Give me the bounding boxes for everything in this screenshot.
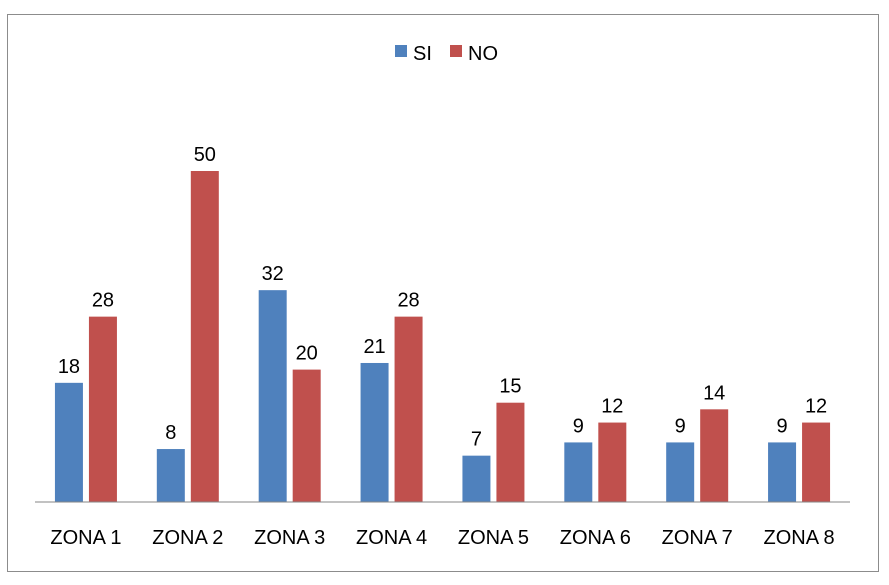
data-label-no-1: 28: [92, 290, 114, 312]
x-tick-labels: ZONA 1 ZONA 2 ZONA 3 ZONA 4 ZONA 5 ZONA 6 ZONA…: [50, 527, 834, 549]
data-label-no-2: 50: [194, 144, 216, 166]
x-tick-label-3: ZONA 3: [254, 527, 325, 549]
bar-si-5: [462, 455, 491, 502]
data-label-si-5: 7: [471, 429, 482, 451]
bar-no-6: [598, 422, 627, 502]
data-label-no-6: 12: [601, 396, 623, 418]
data-label-si-7: 9: [675, 415, 686, 437]
bar-si-4: [360, 362, 389, 502]
x-tick-label-2: ZONA 2: [152, 527, 223, 549]
data-label-si-3: 32: [262, 263, 284, 285]
data-label-no-7: 14: [703, 382, 725, 404]
bar-si-6: [564, 442, 593, 502]
chart-frame: [7, 14, 879, 572]
data-label-si-1: 18: [58, 356, 80, 378]
bar-no-8: [802, 422, 831, 502]
legend-label-si: SI: [413, 43, 432, 65]
bar-no-2: [190, 171, 219, 502]
bar-no-7: [700, 409, 729, 502]
bar-si-3: [258, 290, 287, 502]
bar-no-3: [292, 369, 321, 502]
bars: [54, 171, 831, 502]
legend-label-no: NO: [468, 43, 498, 65]
data-label-si-4: 21: [363, 336, 385, 358]
x-tick-label-4: ZONA 4: [356, 527, 427, 549]
x-tick-label-8: ZONA 8: [763, 527, 834, 549]
x-tick-label-5: ZONA 5: [458, 527, 529, 549]
x-tick-label-6: ZONA 6: [560, 527, 631, 549]
data-label-no-8: 12: [805, 396, 827, 418]
bar-no-1: [88, 316, 117, 502]
data-label-no-3: 20: [296, 343, 318, 365]
bar-si-1: [54, 382, 83, 502]
legend-swatch-no: [450, 45, 462, 57]
x-tick-label-7: ZONA 7: [662, 527, 733, 549]
bar-si-7: [666, 442, 695, 502]
data-label-no-5: 15: [499, 376, 521, 398]
data-labels: 18 28 8 50 32 20 21 28 7 15 9 12 9 14 9 12: [58, 144, 827, 451]
data-label-no-4: 28: [397, 290, 419, 312]
bar-no-5: [496, 402, 525, 502]
legend: SI NO: [395, 43, 498, 65]
data-label-si-2: 8: [165, 422, 176, 444]
legend-swatch-si: [395, 45, 407, 57]
x-tick-label-1: ZONA 1: [50, 527, 121, 549]
bar-si-2: [156, 449, 185, 502]
data-label-si-8: 9: [777, 415, 788, 437]
bar-no-4: [394, 316, 423, 502]
data-label-si-6: 9: [573, 415, 584, 437]
bar-si-8: [768, 442, 797, 502]
